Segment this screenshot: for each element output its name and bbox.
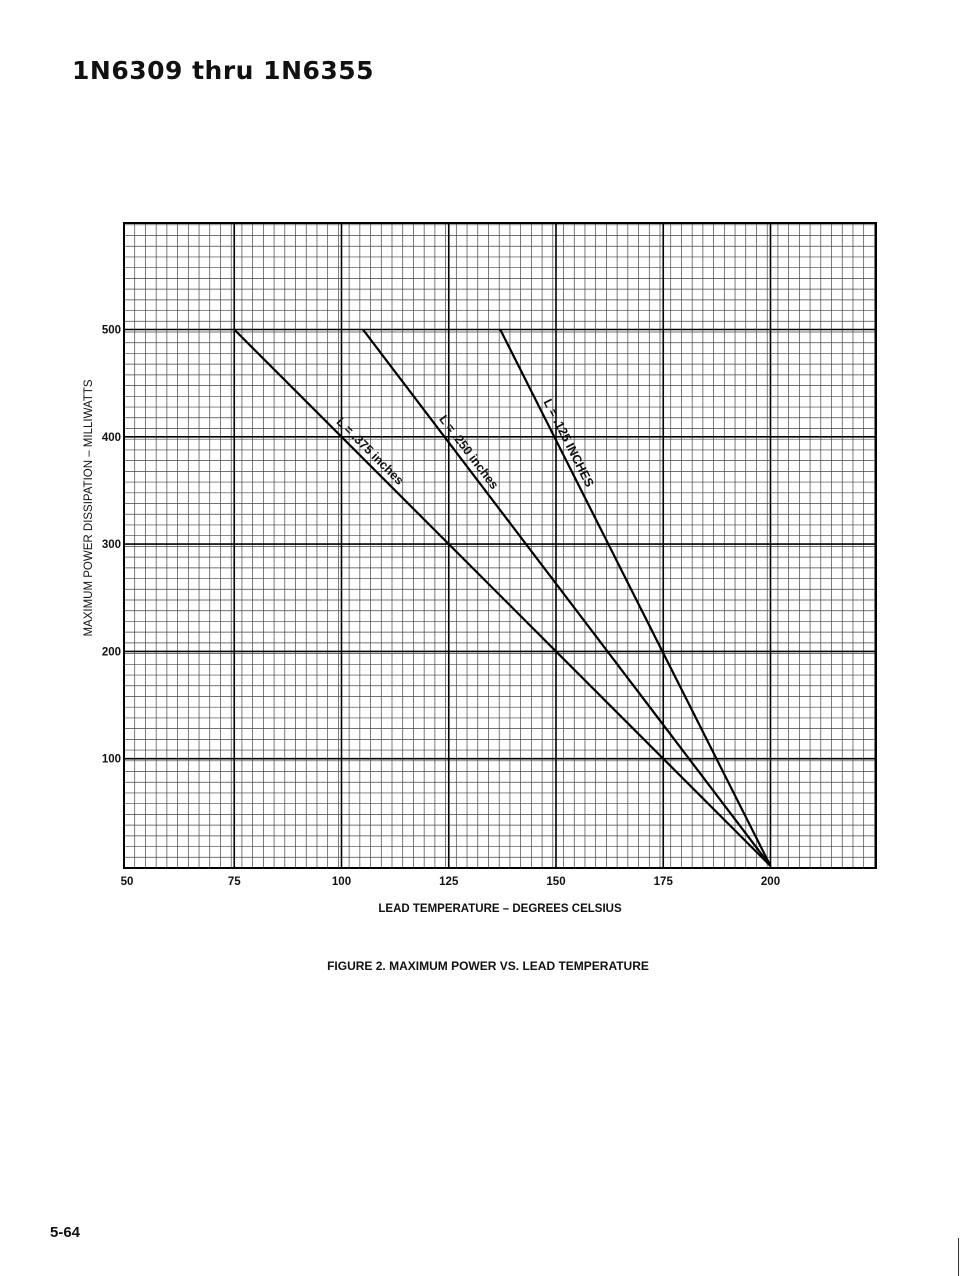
series-line [499, 329, 772, 867]
y-tick-label: 400 [102, 432, 121, 444]
chart-series: L = .375 inches L = .250 inches L = .125 I… [233, 328, 772, 867]
chart-grid [124, 223, 876, 868]
series-label: L = .125 INCHES [541, 397, 597, 490]
page-title: 1N6309 thru 1N6355 [72, 56, 375, 85]
x-axis-label: LEAD TEMPERATURE – DEGREES CELSIUS [378, 903, 622, 915]
axis-ticks: 50 75 100 125 150 175 200 100 200 300 400 500 [102, 325, 780, 889]
page-number: 5-64 [50, 1224, 81, 1241]
plot-frame [123, 222, 877, 869]
x-tick-label: 200 [761, 876, 780, 888]
figure-caption: FIGURE 2. MAXIMUM POWER VS. LEAD TEMPERA… [327, 959, 649, 973]
y-tick-label: 300 [102, 539, 121, 551]
y-tick-label: 200 [102, 646, 121, 658]
series-line [362, 328, 772, 867]
x-tick-label: 150 [546, 876, 565, 888]
y-tick-label: 100 [102, 754, 121, 766]
x-tick-label: 125 [439, 876, 459, 888]
series-line [233, 328, 772, 867]
x-tick-label: 50 [121, 876, 134, 888]
series-label: L = .250 inches [436, 413, 501, 492]
x-tick-label: 175 [654, 876, 674, 888]
page-edge-mark [958, 1238, 959, 1276]
y-axis-label: MAXIMUM POWER DISSIPATION – MILLIWATTS [83, 379, 95, 636]
y-tick-label: 500 [102, 325, 121, 337]
x-tick-label: 100 [332, 876, 351, 888]
x-tick-label: 75 [228, 876, 241, 888]
series-label: L = .375 inches [334, 415, 407, 488]
